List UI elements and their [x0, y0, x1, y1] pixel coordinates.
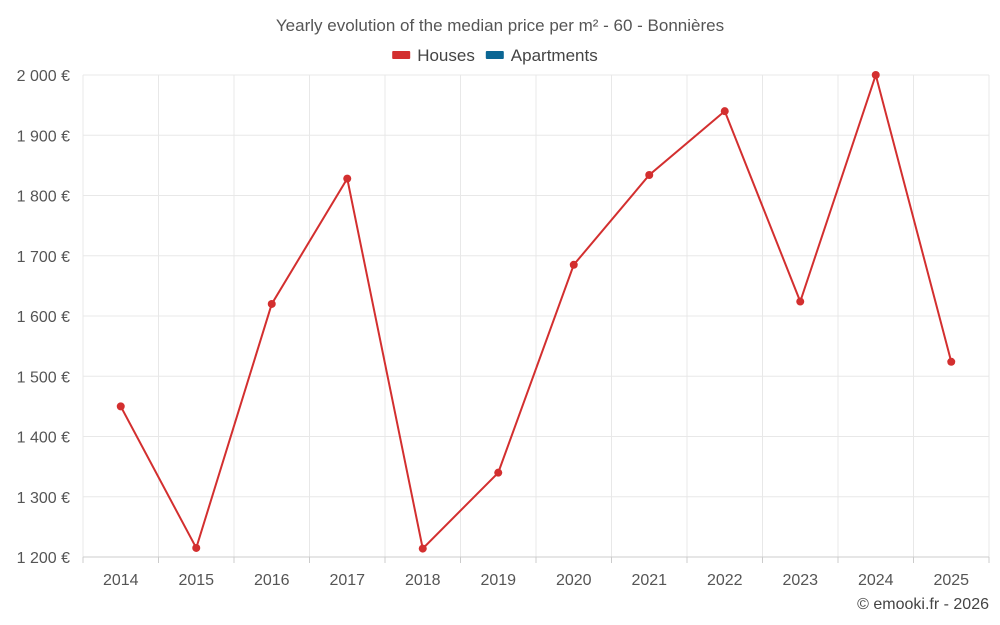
data-point: [645, 171, 654, 180]
data-point: [343, 174, 352, 183]
y-tick-label: 1 300 €: [17, 490, 70, 507]
x-tick-label: 2020: [556, 572, 592, 589]
series-layer: [116, 71, 956, 553]
y-tick-label: 1 900 €: [17, 128, 70, 145]
x-tick-label: 2018: [405, 572, 441, 589]
data-point: [494, 468, 503, 477]
y-tick-label: 1 700 €: [17, 249, 70, 266]
y-axis: 1 200 € 1 300 € 1 400 € 1 500 € 1 600 € 1 700…: [17, 68, 70, 567]
y-tick-label: 1 200 €: [17, 550, 70, 567]
data-point: [192, 543, 201, 552]
x-tick-label: 2021: [631, 572, 667, 589]
legend-swatch-houses: [392, 51, 411, 59]
y-tick-label: 1 600 €: [17, 309, 70, 326]
data-point: [720, 107, 729, 116]
x-tick-label: 2025: [933, 572, 969, 589]
x-tick-label: 2023: [782, 572, 818, 589]
y-tick-label: 1 500 €: [17, 369, 70, 386]
legend: Houses Apartments: [392, 46, 598, 65]
series-line-houses: [119, 71, 953, 551]
chart-title: Yearly evolution of the median price per…: [276, 16, 724, 35]
legend-label-apartments: Apartments: [511, 46, 598, 65]
legend-label-houses: Houses: [417, 46, 475, 65]
y-tick-label: 1 400 €: [17, 430, 70, 447]
credit-text: © emooki.fr - 2026: [857, 596, 989, 613]
data-point: [569, 260, 578, 269]
data-point: [796, 297, 805, 306]
legend-swatch-apartments: [485, 51, 504, 59]
data-point: [947, 357, 956, 366]
x-tick-label: 2014: [103, 572, 139, 589]
data-point: [267, 299, 276, 308]
data-point: [871, 71, 880, 79]
data-point: [116, 402, 125, 411]
grid: [82, 74, 990, 563]
x-tick-label: 2022: [707, 572, 743, 589]
x-tick-label: 2024: [858, 572, 894, 589]
y-tick-label: 1 800 €: [17, 189, 70, 206]
data-point: [418, 544, 427, 553]
x-tick-label: 2019: [480, 572, 516, 589]
x-tick-label: 2017: [329, 572, 365, 589]
x-tick-label: 2015: [178, 572, 214, 589]
x-tick-label: 2016: [254, 572, 290, 589]
x-axis: 2014 2015 2016 2017 2018 2019 2020 2021 2022 2023…: [103, 572, 969, 589]
y-tick-label: 2 000 €: [17, 68, 70, 85]
